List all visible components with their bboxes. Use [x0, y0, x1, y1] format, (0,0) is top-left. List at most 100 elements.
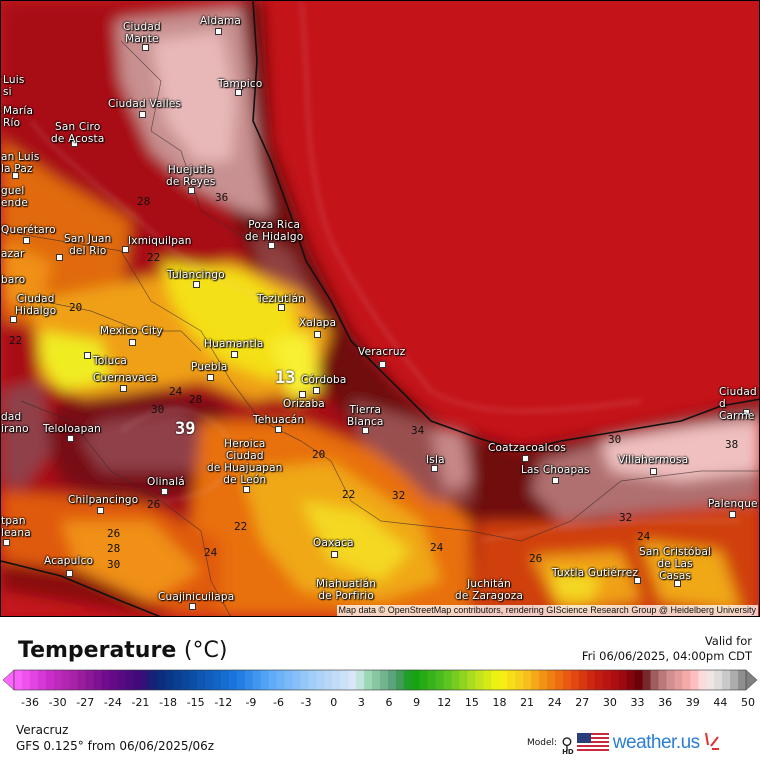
legend-tick-label: 21 [520, 696, 535, 709]
legend-swatch [578, 670, 588, 690]
legend-tick-label: -15 [186, 696, 205, 709]
legend-swatch [682, 670, 691, 690]
legend-swatch [491, 670, 500, 690]
temperature-field [1, 1, 759, 616]
city-marker [634, 577, 641, 584]
legend-swatch [610, 670, 620, 690]
city-label: Cuernavaca [93, 372, 158, 384]
legend-swatch [586, 670, 596, 690]
legend-swatch [348, 670, 357, 690]
legend-swatch [427, 670, 437, 690]
legend-swatch [658, 670, 668, 690]
legend-swatch [173, 670, 182, 690]
temperature-map[interactable]: Ciudad Mante Aldama Tampico Luis si Marí… [0, 0, 760, 617]
legend-ticks: -36 -30 -27 -24 -21 -18 -15 -12 -9 -6 -3 0 3 6 9 12 15 18… [0, 696, 760, 710]
legend-swatch [340, 670, 349, 690]
city-label: Toluca [93, 355, 128, 367]
legend-tick-label: -24 [103, 696, 122, 709]
city-marker [674, 580, 681, 587]
city-marker [129, 339, 136, 346]
legend-swatch [674, 670, 683, 690]
legend-arrow-left [2, 669, 15, 691]
legend-tick-label: 15 [464, 696, 479, 709]
legend-swatch [515, 670, 524, 690]
legend-swatch [531, 670, 540, 690]
city-marker [207, 374, 214, 381]
city-label: Tulancingo [167, 269, 225, 281]
legend-tick-label: -3 [300, 696, 312, 709]
legend-swatch [475, 670, 485, 690]
city-label: Isla [426, 454, 445, 466]
city-label: guel ende [1, 185, 29, 209]
legend-swatch [85, 670, 95, 690]
legend-arrow-right [745, 669, 758, 691]
legend-swatch [252, 670, 262, 690]
legend-tick-label: -27 [76, 696, 95, 709]
coastline [1, 1, 759, 616]
city-label: Villahermosa [618, 454, 689, 466]
city-marker [71, 140, 78, 147]
chart-title: Temperature (°C) [18, 638, 227, 663]
legend-swatch [594, 670, 604, 690]
legend-tick-label: 18 [492, 696, 507, 709]
city-label: Miahuatlán de Porfirio [316, 578, 377, 602]
contour-label: 26 [529, 552, 543, 565]
city-marker [97, 507, 104, 514]
us-flag-icon [576, 733, 609, 753]
legend-swatch [14, 670, 23, 690]
city-marker [268, 242, 275, 249]
legend-tick-label: 44 [713, 696, 728, 709]
legend-tick-label: -30 [48, 696, 67, 709]
hd-search-icon[interactable]: ⚲ HD [561, 733, 574, 756]
legend-tick-label: -9 [245, 696, 257, 709]
map-attribution[interactable]: Map data © OpenStreetMap contributors, r… [336, 605, 758, 616]
city-marker [161, 488, 168, 495]
legend-swatch [181, 670, 190, 690]
city-label: Teloloapan [43, 423, 101, 435]
legend-swatch [228, 670, 238, 690]
legend-swatch [300, 670, 309, 690]
legend-tick-label: 0 [330, 696, 338, 709]
location-name: Veracruz [16, 723, 69, 737]
city-label: San Cristóbal de Las Casas [639, 546, 712, 582]
legend-swatch [563, 670, 572, 690]
brand-logo[interactable]: Model: ⚲ HD weather.us [527, 729, 720, 757]
legend-swatch [45, 670, 55, 690]
contour-label: 24 [637, 530, 651, 543]
city-label: Coatzacoalcos [488, 442, 567, 454]
legend-swatch [483, 670, 492, 690]
legend-swatch [618, 670, 628, 690]
legend-swatch [284, 670, 294, 690]
city-label: Huejutla de Reyes [166, 164, 216, 188]
hd-label: HD [562, 747, 574, 756]
legend-tick-label: 50 [741, 696, 755, 709]
city-label: Huamantla [204, 338, 264, 350]
city-label: baro [1, 274, 26, 286]
legend-tick-label: -18 [159, 696, 178, 709]
legend-swatch [189, 670, 198, 690]
city-marker [431, 465, 438, 472]
legend-tick-label: 39 [685, 696, 700, 709]
legend-swatch [125, 670, 134, 690]
city-marker [139, 111, 146, 118]
contour-label: 22 [342, 488, 356, 501]
city-marker [193, 281, 200, 288]
legend-swatch [395, 670, 405, 690]
city-label: an Luis la Paz [1, 151, 40, 175]
legend-tick-label: -21 [131, 696, 150, 709]
legend-tick-label: 9 [413, 696, 421, 709]
legend-swatch [316, 670, 325, 690]
legend-swatch [324, 670, 333, 690]
city-label: Las Choapas [521, 464, 590, 476]
legend-swatch [690, 670, 699, 690]
legend-swatch [730, 670, 739, 690]
contour-label: 22 [9, 334, 23, 347]
legend-swatch [21, 670, 31, 690]
legend-swatch [117, 670, 126, 690]
city-marker [314, 331, 321, 338]
city-marker [552, 477, 559, 484]
legend-outline [13, 669, 747, 691]
city-label: Córdoba [301, 374, 347, 386]
city-marker [188, 187, 195, 194]
legend-swatch [220, 670, 230, 690]
